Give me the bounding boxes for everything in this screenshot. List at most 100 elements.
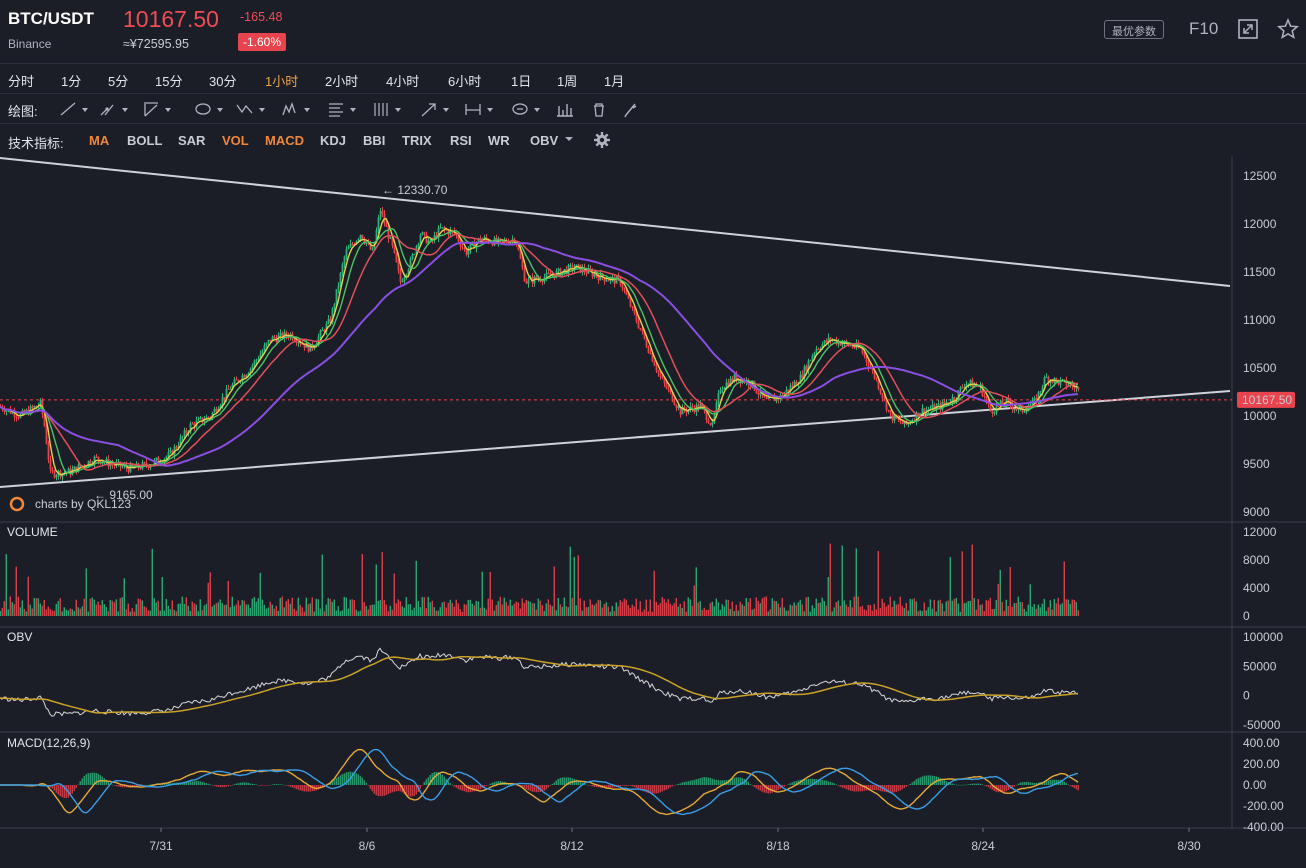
candle-body [823, 340, 826, 345]
macd-histogram-bar [193, 781, 195, 785]
volume-bar [357, 611, 359, 616]
volume-bar [101, 600, 103, 616]
indicator-rsi[interactable]: RSI [450, 133, 472, 148]
measure-tool-icon[interactable] [463, 100, 497, 120]
volume-bar [909, 598, 911, 616]
period-tab[interactable]: 分时 [8, 74, 35, 89]
period-tab[interactable]: 1小时 [265, 74, 299, 89]
volume-bar [763, 597, 765, 616]
period-tab[interactable]: 30分 [209, 74, 237, 89]
volume-bar [29, 604, 31, 616]
period-tab[interactable]: 1日 [511, 74, 532, 89]
candle-body [1045, 376, 1048, 378]
macd-histogram-bar [569, 777, 571, 785]
indicator-obv[interactable]: OBV [530, 133, 559, 148]
period-tab[interactable]: 1月 [604, 74, 625, 89]
volume-bar [545, 603, 547, 616]
indicator-sar[interactable]: SAR [178, 133, 206, 148]
macd-histogram-bar [537, 785, 539, 793]
text-tool-icon[interactable] [510, 100, 544, 120]
volume-bar [81, 606, 83, 616]
macd-histogram-bar [239, 782, 241, 785]
macd-histogram-bar [103, 778, 105, 785]
macd-histogram-bar [237, 783, 239, 785]
date-tick-label: 7/31 [149, 839, 173, 853]
wave-tool-icon[interactable] [235, 100, 269, 120]
arrow-tool-icon[interactable] [419, 100, 453, 120]
volume-bar [1043, 598, 1045, 616]
volume-bar [463, 604, 465, 616]
candle-body [933, 404, 936, 411]
candle-body [765, 397, 768, 399]
volume-bar [27, 576, 29, 616]
candle-body [1041, 387, 1044, 392]
macd-histogram-bar [413, 785, 415, 797]
grid-tool-icon[interactable] [371, 100, 405, 120]
indicator-kdj[interactable]: KDJ [320, 133, 347, 148]
period-tab[interactable]: 5分 [108, 74, 129, 89]
indicator-ma[interactable]: MA [89, 133, 110, 148]
macd-histogram-bar [393, 785, 395, 792]
trash-icon[interactable] [589, 100, 623, 120]
volume-bar [735, 604, 737, 616]
candle-body [981, 384, 984, 397]
macd-histogram-bar [1069, 785, 1071, 786]
obv-dropdown-icon[interactable] [563, 133, 575, 145]
resistance-trendline[interactable] [0, 157, 1231, 287]
line-tool-icon[interactable] [58, 100, 92, 120]
indicator-boll[interactable]: BOLL [127, 133, 163, 148]
macd-histogram-bar [911, 782, 913, 785]
channel-tool-icon[interactable] [141, 100, 175, 120]
volume-bar [883, 602, 885, 616]
symbol-name[interactable]: BTC/USDT [8, 9, 94, 28]
star-icon[interactable] [1277, 18, 1299, 40]
period-tab[interactable]: 2小时 [325, 74, 359, 89]
macd-histogram-bar [365, 782, 367, 785]
fullscreen-icon[interactable] [1237, 18, 1259, 40]
volume-bar [469, 599, 471, 616]
candle-body [759, 390, 762, 395]
volume-bar [633, 606, 635, 616]
volume-bar [273, 608, 275, 616]
date-tick-label: 8/18 [766, 839, 790, 853]
macd-histogram-bar [745, 780, 747, 785]
period-tab[interactable]: 1分 [61, 74, 82, 89]
macd-histogram-bar [545, 785, 547, 790]
fibonacci-tool-icon[interactable] [326, 100, 360, 120]
macd-histogram-bar [751, 785, 753, 786]
macd-histogram-bar [55, 785, 57, 793]
f10-button[interactable]: F10 [1189, 19, 1219, 38]
macd-histogram-bar [557, 778, 559, 785]
volume-bar [215, 603, 217, 616]
period-tab[interactable]: 4小时 [386, 74, 420, 89]
brush-icon[interactable] [621, 100, 655, 120]
macd-histogram-bar [655, 785, 657, 794]
pencil-tool-icon[interactable] [98, 100, 132, 120]
pattern-tool-icon[interactable] [280, 100, 314, 120]
best-params-button[interactable]: 最优参数 [1104, 20, 1164, 39]
circle-tool-icon[interactable] [193, 100, 227, 120]
indicator-macd[interactable]: MACD [265, 133, 304, 148]
volume-bar [309, 603, 311, 616]
candle-body [645, 338, 648, 347]
indicator-icon[interactable] [555, 100, 589, 120]
volume-bar [669, 603, 671, 616]
period-tab[interactable]: 1周 [557, 74, 578, 89]
indicator-bbi[interactable]: BBI [363, 133, 386, 148]
period-tab[interactable]: 6小时 [448, 74, 482, 89]
macd-histogram-bar [145, 784, 147, 786]
price-tick-label: 9500 [1243, 457, 1270, 471]
volume-bar [533, 603, 535, 616]
candle-body [175, 446, 178, 448]
period-tab[interactable]: 15分 [155, 74, 183, 89]
indicator-wr[interactable]: WR [488, 133, 510, 148]
gear-icon[interactable] [593, 131, 611, 149]
macd-histogram-bar [979, 783, 981, 785]
volume-bar [87, 611, 89, 616]
macd-histogram-bar [373, 785, 375, 794]
macd-histogram-bar [1075, 785, 1077, 790]
indicator-vol[interactable]: VOL [222, 133, 249, 148]
volume-bar [137, 598, 139, 616]
price-chart[interactable]: 12500 12000 11500 11000 10500 10000 9500 9000 10… [0, 156, 1306, 868]
indicator-trix[interactable]: TRIX [402, 133, 432, 148]
